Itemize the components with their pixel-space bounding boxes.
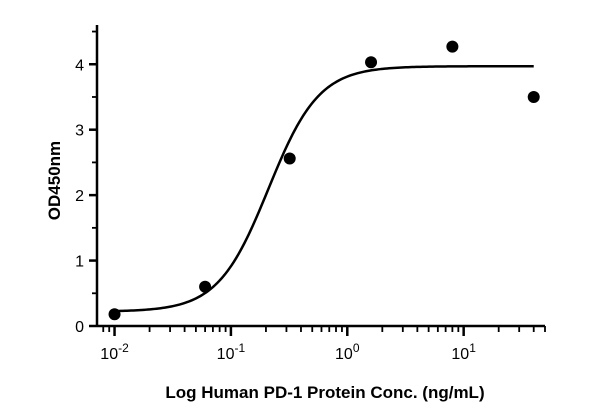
y-tick-label-1: 1 — [75, 254, 84, 271]
data-point-0 — [108, 308, 121, 321]
x-tick-label-3: 101 — [451, 341, 476, 363]
fit-layer — [114, 64, 534, 313]
fit-curve — [114, 64, 534, 313]
y-tick-label-4: 4 — [75, 57, 84, 74]
data-point-3 — [365, 56, 378, 69]
y-axis-title: OD450nm — [45, 141, 64, 220]
data-point-2 — [283, 152, 296, 165]
axes-layer — [95, 25, 545, 328]
y-tick-label-2: 2 — [75, 188, 84, 205]
x-ticks-layer: 10-2 10-1 100 101 — [100, 326, 546, 363]
points-layer — [108, 40, 540, 321]
data-point-5 — [527, 90, 540, 103]
y-ticks-layer: 0 1 2 3 4 — [75, 30, 97, 336]
data-point-1 — [199, 280, 212, 293]
x-tick-label-2: 100 — [335, 341, 360, 363]
x-tick-label-0: 10-2 — [100, 341, 129, 363]
data-point-4 — [446, 40, 459, 53]
y-tick-label-3: 3 — [75, 123, 84, 140]
y-tick-label-0: 0 — [75, 319, 84, 336]
x-axis-title: Log Human PD-1 Protein Conc. (ng/mL) — [165, 383, 484, 402]
x-tick-label-1: 10-1 — [217, 341, 246, 363]
